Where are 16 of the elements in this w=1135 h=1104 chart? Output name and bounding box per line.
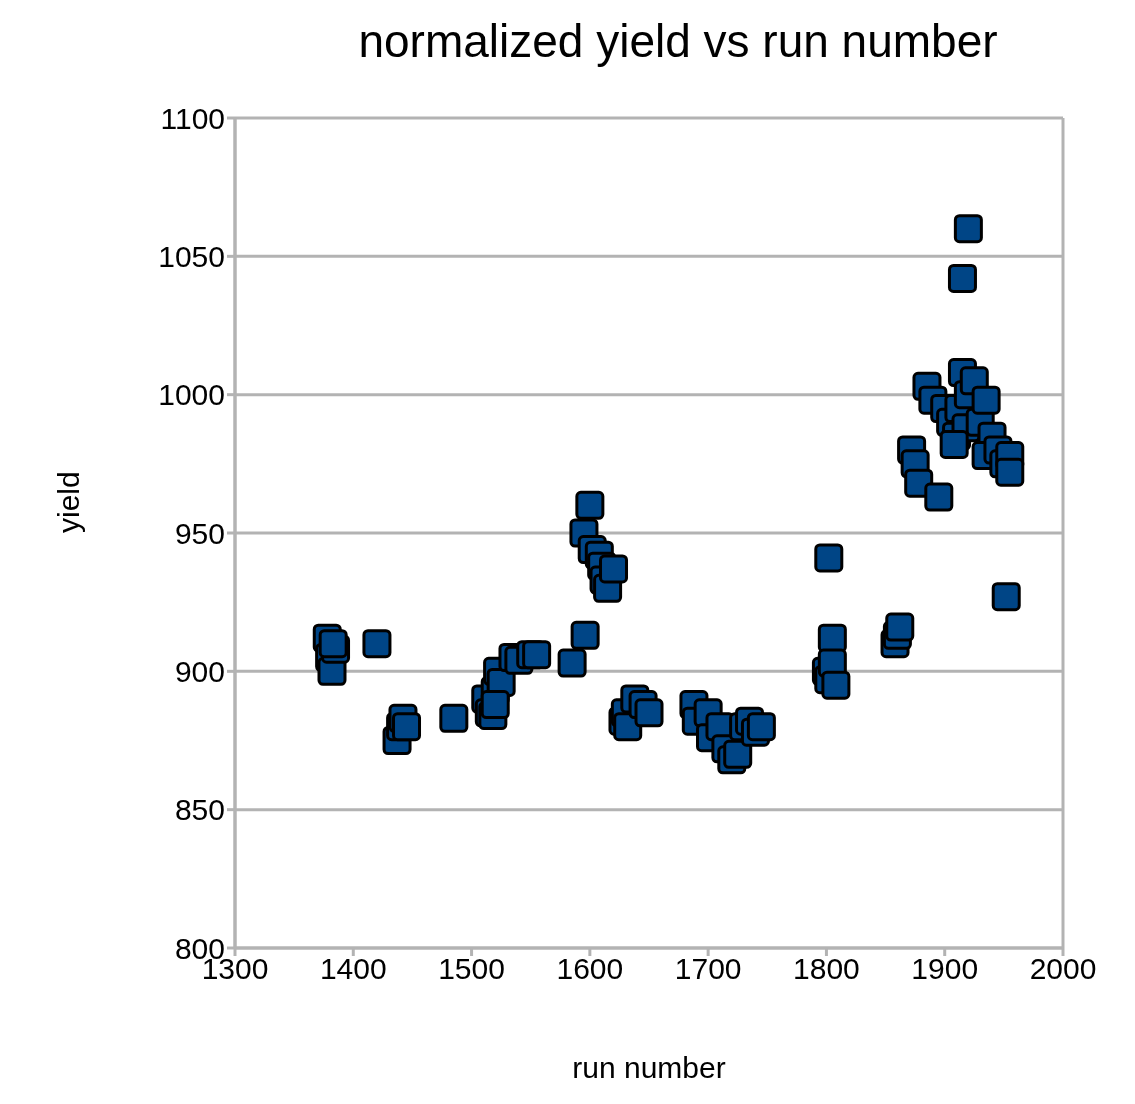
x-tick-label: 1400 [319, 952, 387, 986]
y-axis-title: yield [51, 471, 85, 533]
y-tick-label: 1050 [158, 239, 225, 273]
y-tick-label: 900 [174, 654, 225, 688]
x-tick-label: 2000 [1029, 952, 1097, 986]
y-tick-label: 1000 [158, 378, 225, 412]
y-tick-label: 850 [174, 793, 225, 827]
x-axis-title: run number [572, 1051, 726, 1084]
chart-title: normalized yield vs run number [357, 14, 999, 68]
x-tick-label: 1700 [674, 952, 742, 986]
x-tick-label: 1500 [438, 952, 505, 986]
x-tick-label: 1900 [911, 952, 979, 986]
y-tick-label: 1100 [160, 101, 225, 135]
x-tick-label: 1800 [793, 952, 860, 986]
y-tick-label: 950 [174, 516, 225, 550]
x-tick-label: 1600 [556, 952, 624, 986]
